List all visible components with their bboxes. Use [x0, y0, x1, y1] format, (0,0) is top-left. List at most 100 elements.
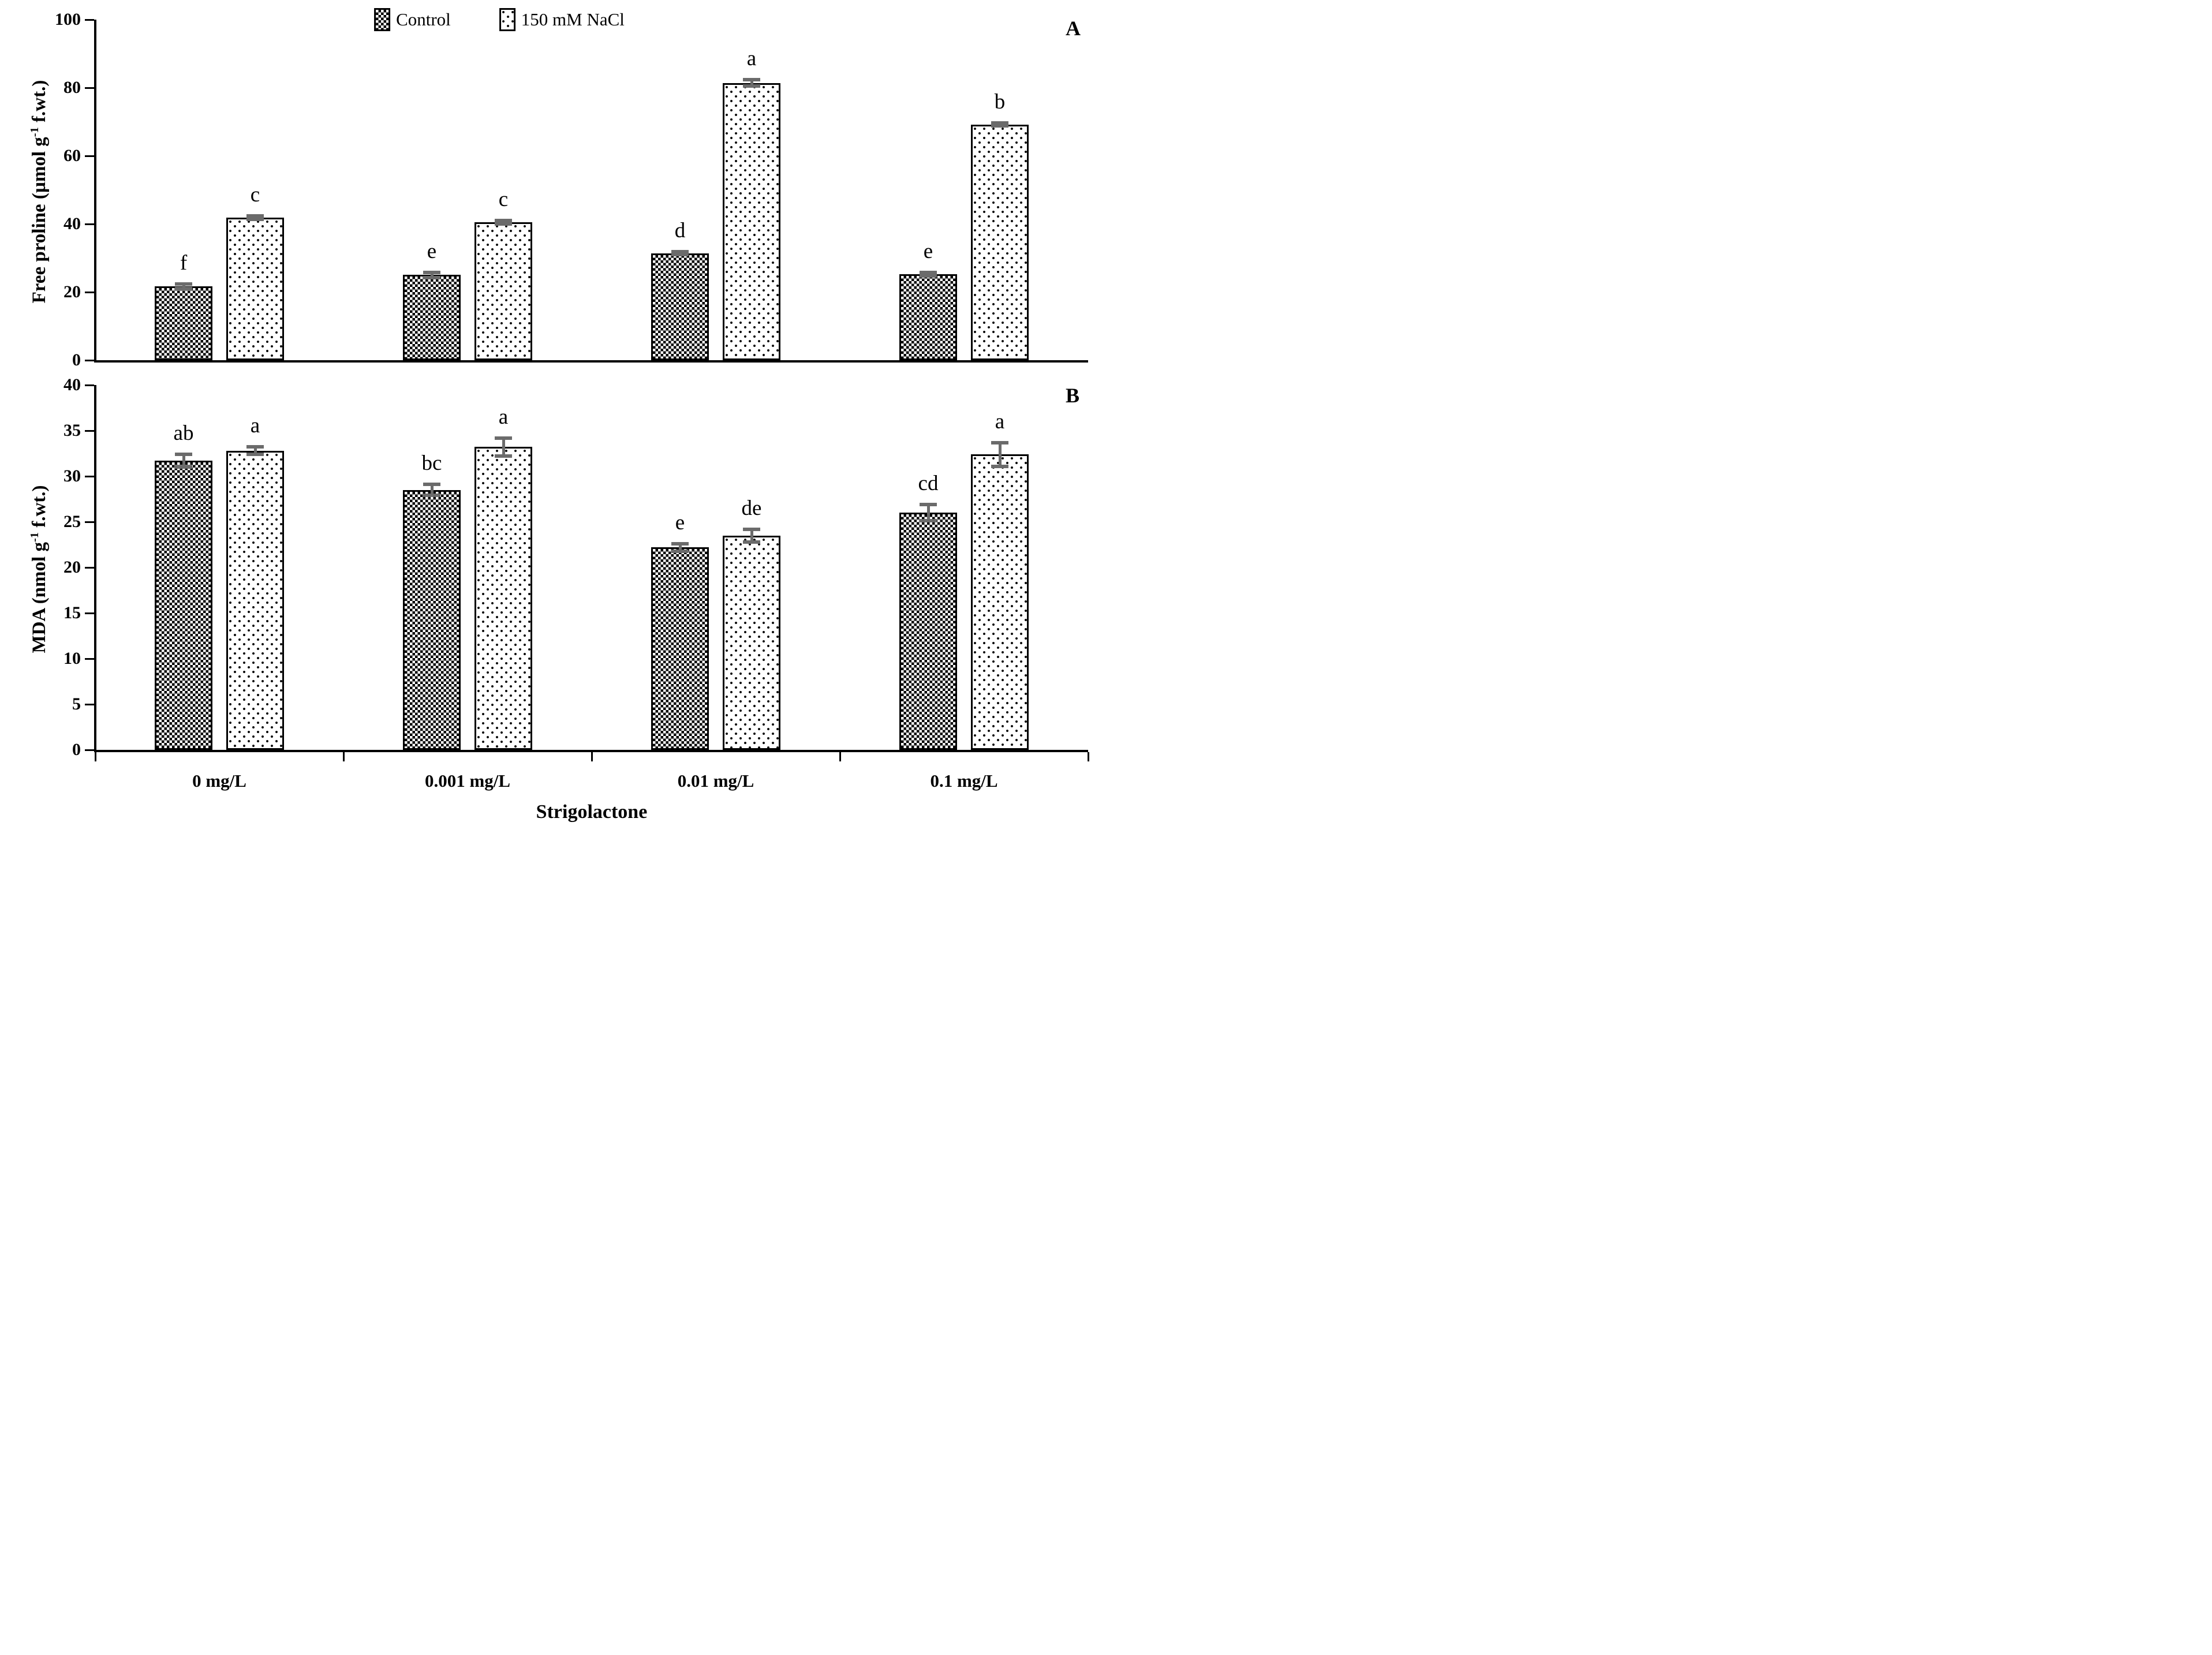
x-category-label: 0.001 mg/L — [424, 771, 511, 791]
significance-letter: e — [675, 511, 685, 535]
error-bar-stem — [927, 505, 930, 521]
significance-letter: d — [674, 219, 686, 242]
bar-A-control-1 — [403, 275, 461, 360]
bar-B-control-1 — [403, 490, 461, 750]
error-bar-cap-top — [991, 441, 1008, 444]
bar-B-control-2 — [651, 547, 709, 750]
error-bar-stem — [431, 484, 434, 495]
y-tick — [85, 567, 94, 569]
legend-label-nacl: 150 mM NaCl — [521, 9, 625, 29]
significance-letter: b — [994, 90, 1006, 114]
y-tick-label: 15 — [63, 603, 81, 622]
bar-B-150-mm-nacl-2 — [723, 536, 780, 750]
y-tick-label: 100 — [55, 10, 81, 29]
error-bar-stem — [750, 529, 753, 542]
error-bar-cap-top — [246, 214, 264, 218]
y-tick-label: 20 — [63, 558, 81, 577]
error-bar-stem — [254, 447, 257, 454]
significance-letter: c — [250, 183, 260, 207]
significance-letter: ab — [173, 421, 194, 445]
y-tick-label: 40 — [63, 375, 81, 394]
significance-letter: f — [180, 251, 188, 275]
bar-A-150-mm-nacl-3 — [971, 125, 1029, 360]
bar-B-150-mm-nacl-0 — [226, 451, 284, 750]
error-bar-cap-bottom — [671, 253, 689, 256]
error-bar-cap-top — [175, 282, 192, 286]
error-bar-stem — [182, 284, 185, 289]
y-tick-label: 5 — [72, 694, 81, 713]
error-bar-cap-bottom — [423, 276, 440, 279]
bar-A-150-mm-nacl-2 — [723, 83, 780, 360]
legend-item-nacl: 150 mM NaCl — [499, 8, 625, 31]
bar-B-150-mm-nacl-1 — [474, 447, 532, 750]
error-bar-cap-top — [991, 121, 1008, 125]
x-category-label: 0 mg/L — [192, 771, 246, 791]
significance-letter: e — [427, 240, 437, 263]
nacl-pattern-swatch-icon — [499, 8, 515, 31]
y-tick — [85, 223, 94, 225]
y-tick — [85, 87, 94, 89]
y-tick-label: 0 — [72, 350, 81, 369]
y-tick-label: 35 — [63, 421, 81, 440]
panel-a-letter: A — [1066, 17, 1081, 40]
error-bar-cap-bottom — [246, 453, 264, 456]
bar-A-150-mm-nacl-0 — [226, 218, 284, 360]
error-bar-cap-top — [175, 453, 192, 456]
error-bar-cap-bottom — [175, 287, 192, 290]
error-bar-cap-top — [246, 445, 264, 449]
bar-A-control-0 — [155, 286, 212, 360]
error-bar-cap-top — [423, 483, 440, 486]
significance-letter: a — [746, 47, 757, 70]
bar-B-control-0 — [155, 461, 212, 750]
x-boundary-tick — [591, 752, 593, 761]
y-tick — [85, 430, 94, 432]
y-tick — [85, 360, 94, 361]
error-bar-cap-top — [671, 250, 689, 253]
x-boundary-tick — [95, 752, 96, 761]
error-bar-stem — [502, 438, 505, 456]
y-tick — [85, 612, 94, 614]
y-tick-label: 10 — [63, 649, 81, 668]
legend: Control 150 mM NaCl — [374, 8, 625, 31]
error-bar-cap-top — [495, 219, 512, 222]
error-bar-cap-bottom — [920, 274, 937, 278]
error-bar-cap-top — [495, 436, 512, 440]
panel-b-letter: B — [1066, 384, 1080, 407]
y-tick-label: 20 — [63, 282, 81, 301]
y-tick-label: 30 — [63, 466, 81, 485]
panel-A-y-axis-line — [94, 20, 96, 363]
bar-B-control-3 — [899, 513, 957, 750]
significance-letter: bc — [421, 451, 442, 475]
panel-B-y-axis-line — [94, 385, 96, 752]
x-axis-title: Strigolactone — [536, 801, 648, 823]
x-category-label: 0.1 mg/L — [930, 771, 998, 791]
significance-letter: a — [250, 414, 260, 438]
y-tick — [85, 19, 94, 21]
control-pattern-swatch-icon — [374, 8, 391, 31]
significance-letter: e — [923, 240, 933, 263]
x-boundary-tick — [839, 752, 841, 761]
figure: Control 150 mM NaCl Free proline (µmol g… — [0, 0, 1106, 827]
x-category-label: 0.01 mg/L — [677, 771, 754, 791]
significance-letter: cd — [918, 472, 939, 495]
panel-A-x-axis-line — [94, 360, 1088, 363]
error-bar-cap-top — [920, 271, 937, 274]
error-bar-cap-bottom — [671, 550, 689, 553]
error-bar-cap-top — [671, 542, 689, 546]
bar-A-control-3 — [899, 274, 957, 360]
significance-letter: a — [498, 405, 509, 429]
error-bar-stem — [999, 443, 1002, 466]
y-tick-label: 40 — [63, 214, 81, 233]
error-bar-cap-bottom — [246, 218, 264, 221]
y-tick — [85, 521, 94, 523]
error-bar-cap-bottom — [743, 84, 760, 88]
y-tick-label: 25 — [63, 512, 81, 531]
bar-A-150-mm-nacl-1 — [474, 222, 532, 360]
y-tick — [85, 658, 94, 660]
error-bar-cap-bottom — [423, 494, 440, 497]
y-tick — [85, 476, 94, 477]
error-bar-cap-top — [743, 78, 760, 81]
y-tick — [85, 749, 94, 751]
y-tick-label: 80 — [63, 78, 81, 97]
y-tick — [85, 155, 94, 157]
